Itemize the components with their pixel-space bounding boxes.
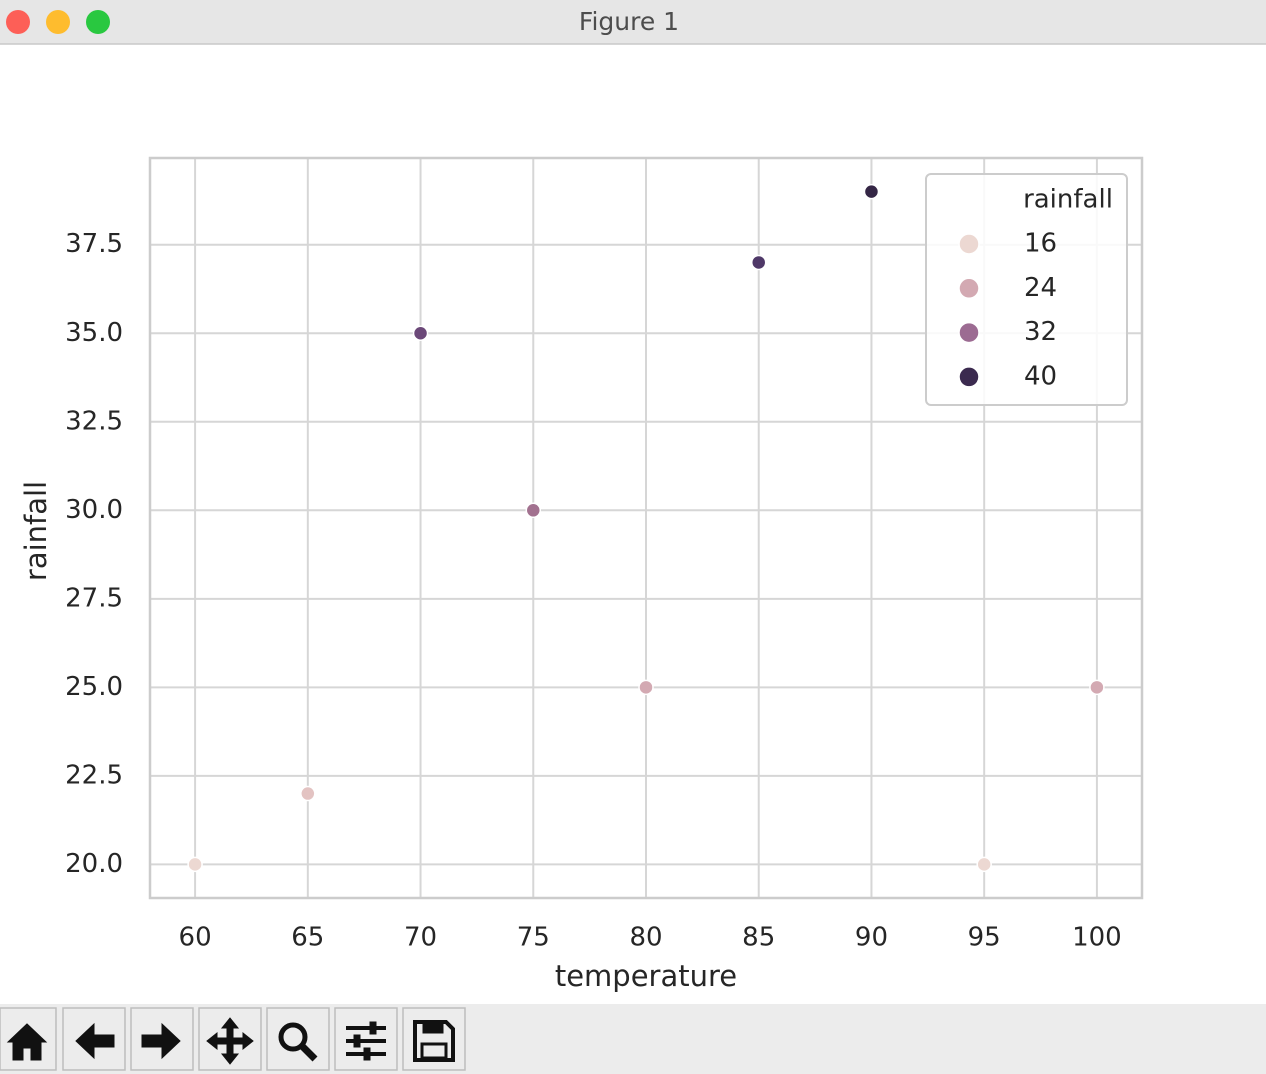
- legend-label: 40: [1024, 361, 1057, 391]
- legend: rainfall 16 24 32 40: [925, 173, 1128, 406]
- legend-marker: [958, 277, 980, 300]
- point: [300, 785, 316, 802]
- forward-button[interactable]: [130, 1007, 194, 1071]
- legend-frame: [925, 173, 1128, 406]
- legend-title: rainfall: [1023, 185, 1113, 215]
- zoom-tool-button[interactable]: [266, 1007, 330, 1071]
- y-tick-label: 30.0: [65, 495, 123, 525]
- y-tick-label: 27.5: [65, 583, 123, 613]
- save-button[interactable]: [402, 1007, 466, 1071]
- legend-marker: [958, 233, 980, 255]
- plot-frame: [148, 156, 1144, 900]
- y-axis-label: rainfall: [19, 481, 53, 581]
- point: [863, 183, 880, 200]
- y-tick-label: 35.0: [65, 318, 123, 348]
- x-tick-label: 80: [629, 923, 662, 953]
- plot: 60 65 70 75 80 85 90 95 100 20.0 22.5 25.0 27.5 30.0 3…: [65, 156, 1144, 953]
- point: [638, 679, 654, 696]
- x-tick-label: 95: [968, 923, 1001, 953]
- y-tick-label: 22.5: [65, 760, 123, 790]
- home-button[interactable]: [0, 1007, 57, 1071]
- x-tick-label: 70: [404, 923, 437, 953]
- zoom-button[interactable]: [86, 10, 110, 34]
- point: [525, 502, 542, 519]
- y-tick-label: 25.0: [65, 672, 123, 702]
- window-title: Figure 1: [579, 7, 679, 36]
- point: [750, 254, 767, 271]
- legend-label: 32: [1024, 317, 1057, 347]
- minimize-button[interactable]: [46, 10, 70, 34]
- close-button[interactable]: [6, 10, 30, 34]
- x-tick-label: 100: [1072, 923, 1122, 953]
- point: [412, 325, 429, 342]
- legend-marker: [958, 366, 980, 388]
- x-axis-label: temperature: [555, 959, 737, 993]
- x-tick-label: 75: [517, 923, 550, 953]
- back-button[interactable]: [62, 1007, 126, 1071]
- legend-label: 16: [1024, 229, 1057, 259]
- configure-button[interactable]: [334, 1007, 398, 1071]
- legend-label: 24: [1024, 273, 1057, 303]
- y-tick-label: 32.5: [65, 406, 123, 436]
- pan-button[interactable]: [198, 1007, 262, 1071]
- x-tick-label: 90: [855, 923, 888, 953]
- x-tick-label: 85: [742, 923, 775, 953]
- point: [187, 856, 203, 873]
- point: [976, 856, 992, 873]
- legend-marker: [958, 321, 980, 344]
- y-tick-label: 20.0: [65, 849, 123, 879]
- point: [1089, 679, 1105, 696]
- y-tick-label: 37.5: [65, 229, 123, 259]
- x-tick-label: 65: [291, 923, 324, 953]
- x-tick-label: 60: [179, 923, 212, 953]
- title-bar: [0, 0, 1266, 44]
